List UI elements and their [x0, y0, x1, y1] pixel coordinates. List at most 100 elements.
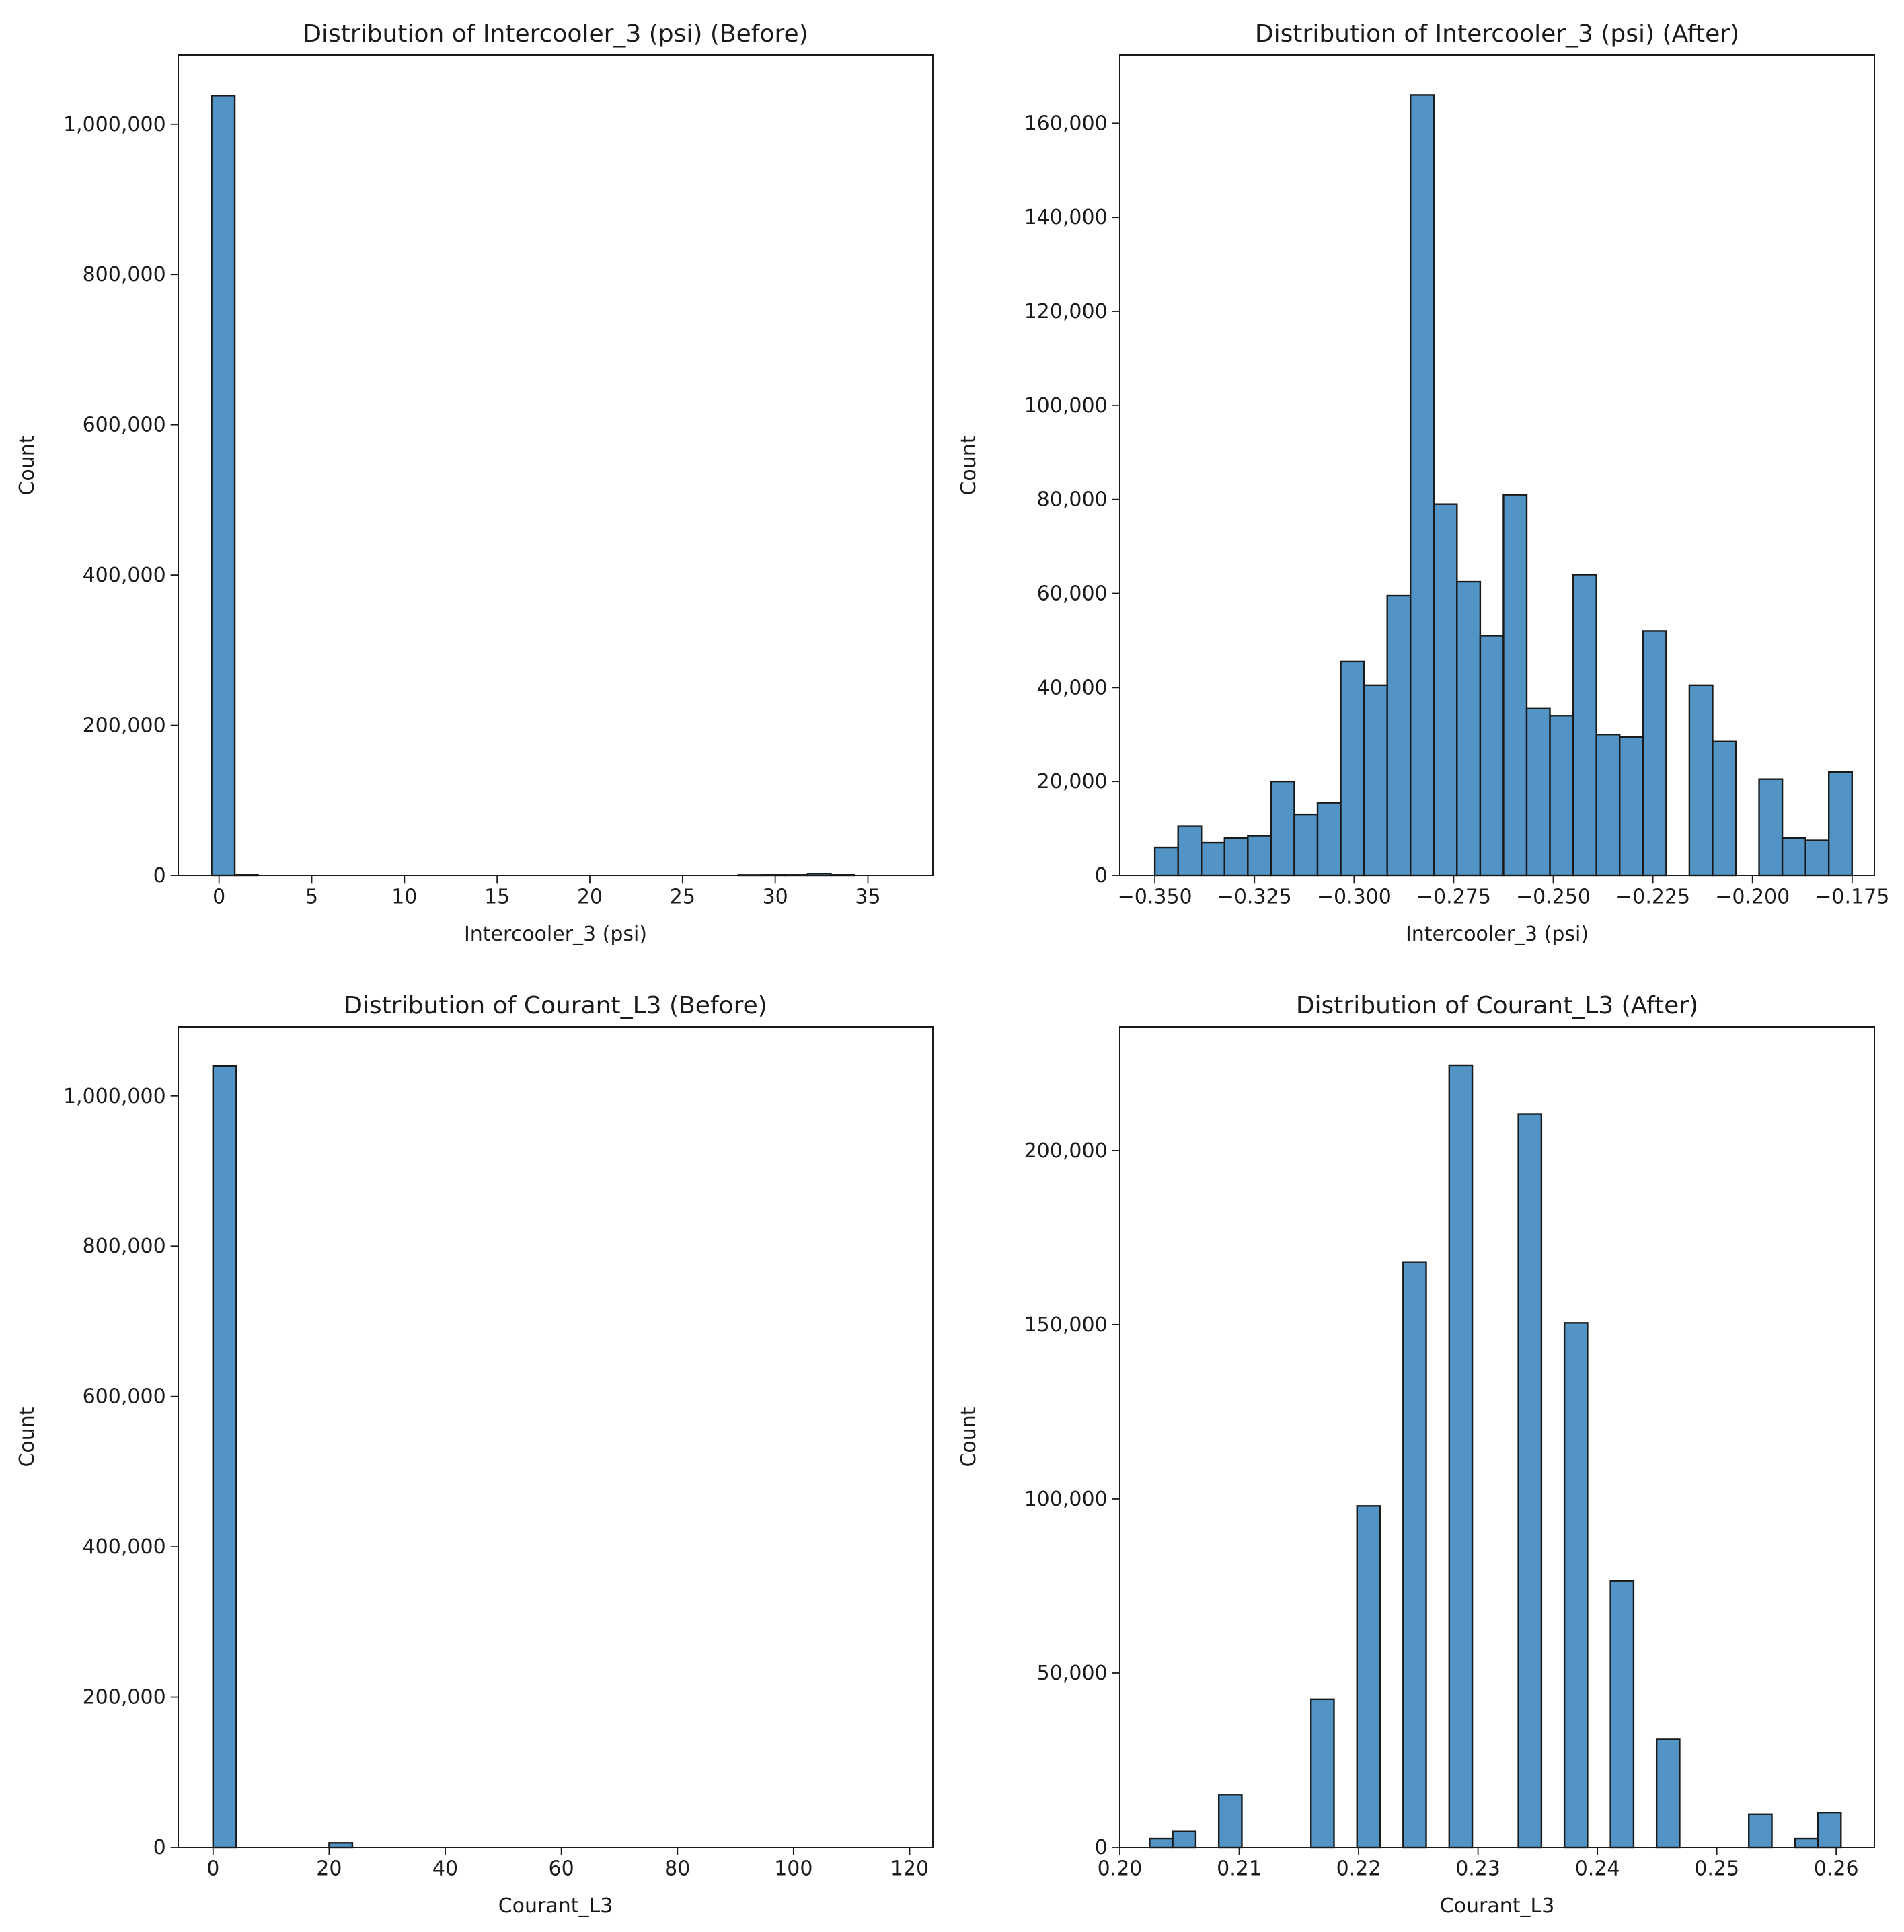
chart-3-ytick-label-3: 400,000: [83, 1535, 166, 1559]
chart-4-xtick-label-6: 0.25: [1694, 1857, 1739, 1880]
chart-2-bar-19: [1572, 574, 1597, 877]
chart-2-bar-21: [1619, 736, 1644, 877]
chart-2-ytick-label-5: 80,000: [1037, 488, 1108, 512]
chart-4-ylabel: Count: [957, 1407, 981, 1467]
chart-2-bar-25: [1712, 740, 1737, 877]
chart-2-bar-3: [1201, 841, 1225, 877]
chart-2-bar-13: [1433, 503, 1458, 877]
chart-2-ytick-label-1: 0: [1095, 864, 1108, 888]
chart-4: 0.20 0.21 0.22 0.23 0.24 0.25 0.26 0 50,000 100,0…: [957, 992, 1875, 1918]
chart-1-bars: [211, 95, 855, 877]
chart-4-bar-19: [1563, 1322, 1589, 1849]
chart-1-ylabel: Count: [15, 435, 39, 495]
chart-2-bar-2: [1177, 825, 1203, 877]
chart-1-xtick-label-1: 0: [213, 885, 225, 909]
chart-2-xtick-label-6: −0.225: [1615, 885, 1690, 909]
chart-2-xtick-label-2: −0.325: [1217, 885, 1292, 909]
chart-3-xtick-label-6: 100: [774, 1857, 812, 1880]
chart-2-ytick-label-6: 100,000: [1024, 394, 1108, 418]
chart-2-bar-5: [1247, 835, 1272, 877]
chart-3-xtick-label-7: 120: [890, 1857, 929, 1880]
chart-2-bars: [1153, 94, 1853, 877]
chart-3-xtick-label-3: 40: [432, 1857, 458, 1880]
chart-2-bar-16: [1502, 494, 1528, 877]
chart-4-xtick-label-3: 0.22: [1336, 1857, 1381, 1880]
chart-2-xtick-label-5: −0.250: [1516, 885, 1591, 909]
chart-2-ylabel: Count: [957, 435, 981, 495]
chart-4-bar-23: [1655, 1738, 1681, 1849]
chart-1-xtick-label-2: 5: [305, 885, 318, 909]
chart-4-xtick-label-4: 0.23: [1455, 1857, 1500, 1880]
chart-2-bar-8: [1316, 802, 1342, 877]
chart-2-bar-18: [1549, 715, 1574, 877]
chart-3-xtick-label-4: 60: [549, 1857, 574, 1880]
chart-2-bar-30: [1828, 771, 1853, 877]
chart-3-xtick-label-2: 20: [316, 1857, 342, 1880]
chart-3-ytick-label-2: 200,000: [83, 1686, 166, 1709]
chart-2-ytick-label-3: 40,000: [1037, 676, 1108, 699]
chart-1-xtick-label-6: 25: [670, 885, 695, 909]
chart-4-ytick-label-5: 200,000: [1024, 1139, 1108, 1163]
chart-4-xtick-label-2: 0.21: [1217, 1857, 1262, 1880]
chart-2-xtick-label-1: −0.350: [1118, 885, 1192, 909]
chart-4-xtick-label-5: 0.24: [1575, 1857, 1620, 1880]
chart-3-ylabel: Count: [15, 1407, 39, 1467]
chart-1-ytick-label-2: 200,000: [83, 714, 166, 738]
chart-3-xtick-label-5: 80: [664, 1857, 690, 1880]
chart-1: 0 5 10 15 20 25 30 35 0 200,000 400,000 600,000 800,…: [15, 20, 934, 946]
chart-4-bar-2: [1172, 1830, 1197, 1849]
chart-4-bar-17: [1517, 1113, 1543, 1849]
chart-4-xtick-label-1: 0.20: [1098, 1857, 1143, 1880]
chart-3-ytick-label-4: 600,000: [83, 1385, 166, 1409]
chart-2-bar-9: [1340, 660, 1365, 877]
chart-2-bar-6: [1270, 780, 1295, 877]
chart-4-ytick-label-2: 50,000: [1037, 1662, 1108, 1685]
chart-2-bar-24: [1688, 684, 1714, 877]
chart-2-ytick-label-2: 20,000: [1037, 770, 1108, 794]
chart-2-bar-28: [1781, 837, 1806, 877]
chart-4-bar-30: [1817, 1811, 1842, 1849]
chart-1-ytick-label-1: 0: [153, 864, 166, 888]
chart-1-ytick-label-6: 1,000,000: [63, 113, 166, 137]
chart-2-bar-14: [1456, 580, 1482, 877]
chart-3: 0 20 40 60 80 100 120 0 200,000 400,000 600,000 800…: [15, 992, 934, 1918]
chart-2-xtick-label-7: −0.200: [1715, 885, 1790, 909]
chart-1-xtick-label-4: 15: [484, 885, 510, 909]
chart-4-bar-4: [1217, 1794, 1243, 1849]
chart-3-ytick-label-6: 1,000,000: [63, 1085, 166, 1108]
chart-2-bar-11: [1386, 594, 1412, 877]
chart-4-bar-27: [1748, 1813, 1773, 1849]
chart-2-ytick-label-8: 140,000: [1024, 206, 1108, 229]
chart-2-bar-4: [1223, 837, 1249, 877]
chart-1-title: Distribution of Intercooler_3 (psi) (Bef…: [303, 20, 808, 48]
chart-4-xlabel: Courant_L3: [1440, 1894, 1555, 1918]
chart-3-bar-2: [328, 1842, 354, 1849]
chart-1-xtick-label-3: 10: [391, 885, 417, 909]
chart-2-bar-22: [1642, 630, 1667, 877]
chart-1-xtick-label-8: 35: [855, 885, 880, 909]
chart-3-xtick-label-1: 0: [206, 1857, 219, 1880]
chart-2-bar-12: [1410, 94, 1435, 877]
chart-2-frame: [1119, 54, 1875, 876]
chart-4-ytick-label-1: 0: [1095, 1836, 1108, 1859]
chart-4-bars: [1149, 1064, 1842, 1849]
chart-2-ytick-label-9: 160,000: [1024, 112, 1108, 135]
chart-2-xlabel: Intercooler_3 (psi): [1406, 923, 1589, 946]
chart-4-bar-10: [1356, 1505, 1381, 1849]
chart-1-bar-1: [211, 95, 236, 877]
chart-2-ytick-label-7: 120,000: [1024, 300, 1108, 323]
chart-2-xtick-label-4: −0.275: [1416, 885, 1491, 909]
chart-4-ytick-label-4: 150,000: [1024, 1313, 1108, 1337]
chart-3-bars: [212, 1065, 354, 1849]
chart-2-ytick-label-4: 60,000: [1037, 582, 1108, 606]
chart-1-xlabel: Intercooler_3 (psi): [464, 923, 647, 946]
chart-4-bar-1: [1149, 1837, 1174, 1849]
chart-1-ytick-label-4: 600,000: [83, 414, 166, 437]
chart-4-bar-12: [1402, 1261, 1427, 1849]
chart-4-bar-21: [1609, 1580, 1635, 1849]
chart-4-ytick-label-3: 100,000: [1024, 1487, 1108, 1511]
chart-4-bar-8: [1310, 1698, 1335, 1849]
chart-2-bar-27: [1758, 778, 1784, 877]
chart-2-bar-20: [1595, 734, 1621, 877]
